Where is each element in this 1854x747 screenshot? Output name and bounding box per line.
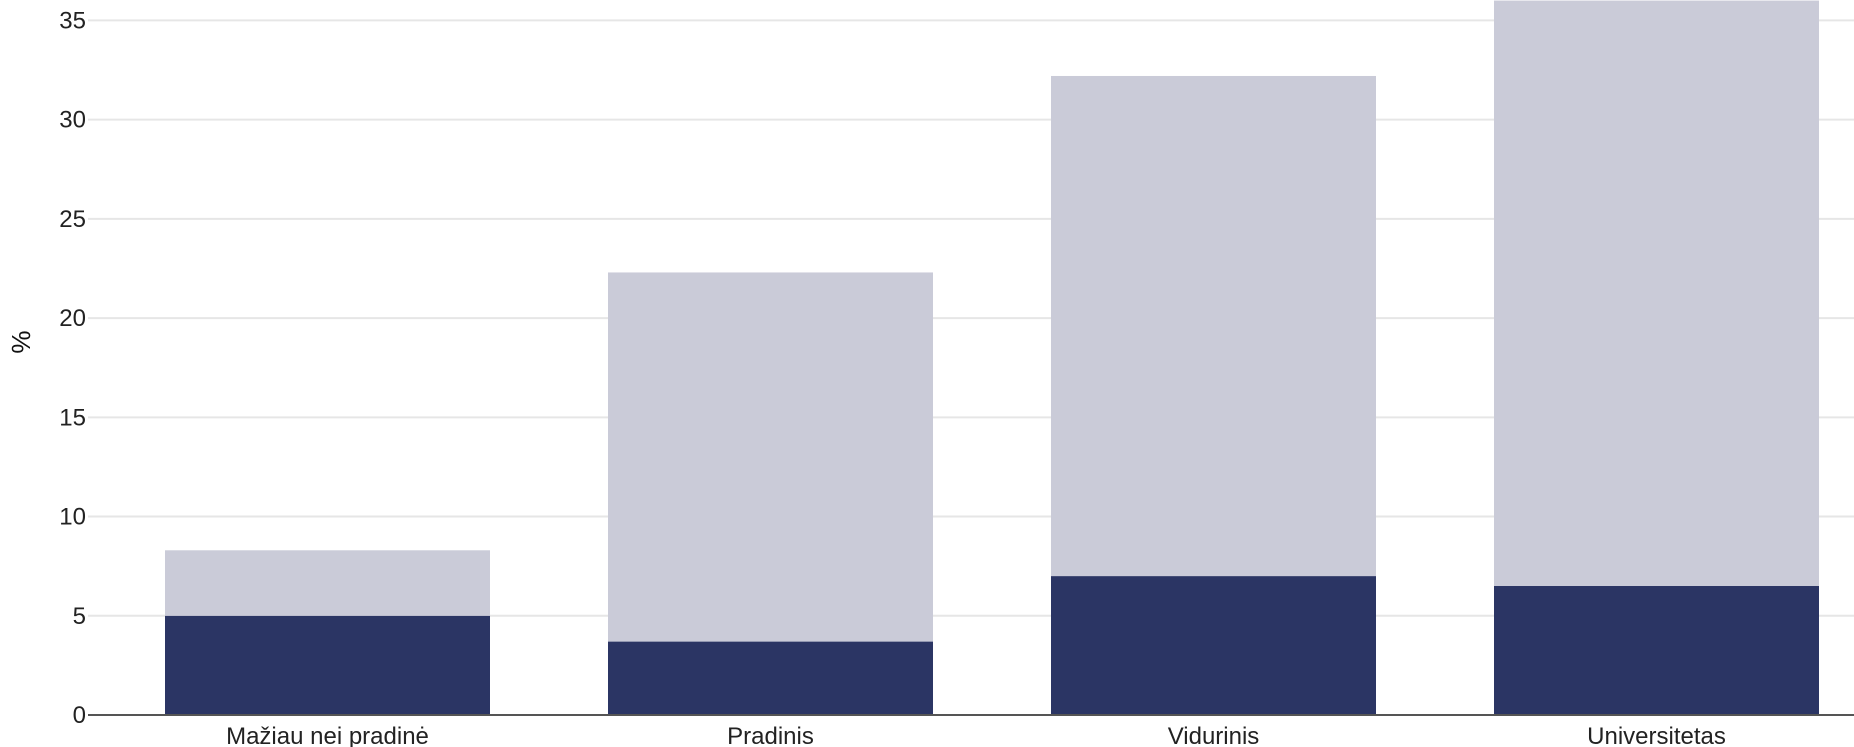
x-tick-label: Mažiau nei pradinė — [226, 723, 429, 747]
y-axis-title: % — [6, 330, 36, 353]
bar-lower-segment-3 — [1051, 576, 1376, 715]
y-tick-label: 35 — [59, 7, 86, 34]
x-tick-label: Vidurinis — [1168, 723, 1260, 747]
bar-upper-segment-4 — [1494, 0, 1819, 587]
y-tick-label: 20 — [59, 305, 86, 332]
y-tick-label: 15 — [59, 404, 86, 431]
labels: 0 5 10 15 20 25 30 35 Mažiau nei pradinė Pradinis… — [6, 7, 1726, 747]
grid-lines — [88, 19, 1854, 617]
y-tick-label: 0 — [73, 702, 86, 729]
y-tick-label: 5 — [73, 603, 86, 630]
bar-lower-segment-2 — [608, 641, 933, 715]
bar-lower-segment-1 — [165, 615, 490, 715]
bar-upper-segment-3 — [1051, 75, 1376, 577]
y-tick-label: 30 — [59, 107, 86, 134]
bars — [165, 0, 1819, 715]
y-tick-label: 10 — [59, 504, 86, 531]
x-tick-label: Universitetas — [1587, 723, 1726, 747]
bar-upper-segment-2 — [608, 272, 933, 642]
y-tick-label: 25 — [59, 206, 86, 233]
bar-upper-segment-1 — [165, 550, 490, 616]
bar-lower-segment-4 — [1494, 586, 1819, 715]
x-tick-label: Pradinis — [727, 723, 814, 747]
